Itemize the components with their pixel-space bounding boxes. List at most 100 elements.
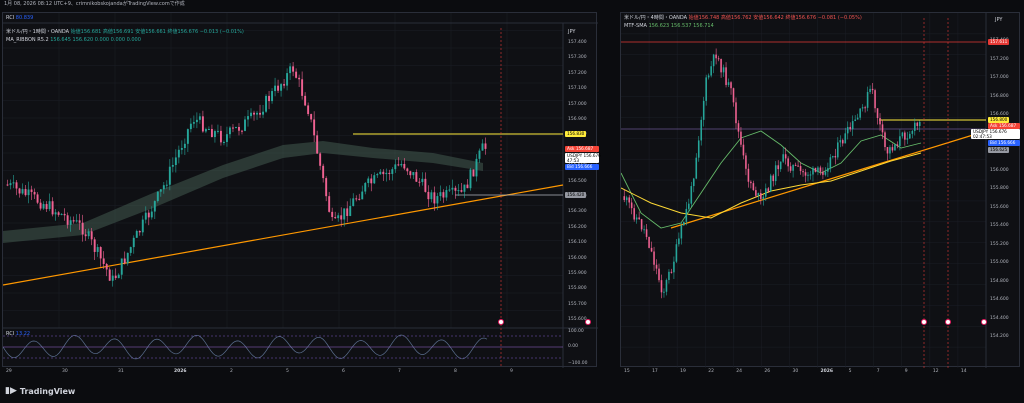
candle-body: [695, 157, 698, 179]
price-tick: 155.200: [990, 241, 1009, 247]
right-symbol: USDJPY: [973, 129, 989, 134]
candle-body: [911, 130, 914, 134]
right-chart-canvas[interactable]: [621, 13, 1021, 368]
price-tick: 157.400: [568, 40, 587, 45]
candle-body: [60, 213, 63, 215]
right-chart-title: 米ドル/円・4時間・OANDA: [624, 15, 688, 21]
candle-body: [379, 171, 382, 175]
right-event-icon-2[interactable]: [945, 319, 951, 325]
right-event-icon-3[interactable]: [981, 319, 987, 325]
candle-body: [660, 280, 663, 293]
candle-body: [337, 215, 340, 219]
left-ma-label[interactable]: MA_RIBBON R5.2: [6, 37, 49, 43]
candle-body: [772, 175, 775, 182]
candle-body: [899, 136, 901, 147]
candle-body: [690, 186, 693, 204]
time-tick: 22: [708, 369, 714, 374]
candle-body: [198, 116, 201, 120]
price-tick: 155.600: [990, 204, 1009, 210]
left-bid-value: 156.666: [575, 164, 593, 169]
right-price-tag: USDJPY 156.676 02:47:53: [971, 129, 1020, 139]
left-price-value: 156.676: [583, 153, 601, 158]
left-rci-tick-high: 100.00: [568, 329, 584, 334]
candle-body: [623, 196, 626, 200]
candle-body: [668, 271, 670, 280]
candle-body: [916, 122, 919, 126]
candle-body: [421, 178, 424, 183]
left-trendline: [3, 184, 564, 286]
candle-body: [764, 188, 767, 197]
candle-body: [782, 154, 784, 162]
candle-body: [906, 138, 909, 140]
candle-body: [54, 212, 57, 215]
candle-body: [727, 82, 730, 85]
left-rci-label[interactable]: RCI: [6, 331, 15, 337]
candle-body: [481, 143, 484, 151]
left-chart-title: 米ドル/円・1時間・OANDA: [6, 29, 70, 35]
candle-body: [777, 165, 780, 170]
candle-body: [165, 184, 168, 186]
candle-body: [707, 75, 710, 78]
candle-body: [670, 271, 673, 273]
candle-body: [827, 168, 829, 172]
candle-body: [747, 168, 750, 182]
candle-body: [15, 182, 18, 189]
candle-body: [675, 244, 678, 262]
candle-body: [298, 77, 301, 80]
candle-body: [430, 192, 433, 200]
candle-body: [645, 229, 648, 237]
candle-body: [849, 126, 852, 130]
candle-body: [235, 126, 237, 128]
left-chart-canvas[interactable]: [3, 13, 598, 368]
candle-body: [869, 88, 871, 93]
price-tick: 157.000: [568, 101, 587, 107]
candle-body: [27, 189, 30, 196]
candle-body: [822, 171, 824, 175]
candle-body: [829, 157, 832, 169]
candle-body: [51, 201, 54, 215]
time-tick: 2: [230, 369, 233, 374]
candle-body: [268, 95, 271, 102]
left-event-icon[interactable]: [498, 319, 504, 325]
candle-body: [36, 194, 39, 203]
candle-body: [84, 234, 87, 237]
candle-body: [454, 187, 457, 191]
tradingview-logo-icon: ▮▶: [5, 386, 17, 396]
candle-body: [286, 73, 289, 86]
candle-body: [102, 258, 105, 264]
candle-body: [784, 154, 787, 159]
candle-body: [742, 144, 745, 156]
price-tick: 156.500: [568, 178, 587, 184]
candle-body: [814, 167, 817, 172]
candle-body: [794, 164, 797, 166]
candle-body: [797, 165, 799, 167]
candle-body: [859, 108, 861, 118]
candle-body: [439, 192, 442, 197]
time-tick: 30: [62, 369, 68, 374]
price-tick: 156.300: [568, 209, 587, 215]
right-chart-panel[interactable]: 米ドル/円・4時間・OANDA 始値156.748 高値156.762 安値15…: [620, 12, 1021, 368]
right-ask-value: 156.687: [998, 123, 1017, 128]
candle-body: [232, 127, 234, 129]
candle-body: [688, 203, 690, 209]
candle-body: [630, 202, 633, 209]
candle-body: [87, 231, 90, 237]
right-ask-tag: Ask 156.687: [988, 123, 1020, 129]
right-event-icon-1[interactable]: [921, 319, 927, 325]
left-support-tag: 156.420: [565, 192, 587, 198]
candle-body: [475, 158, 478, 177]
left-price-tag: USDJPY 156.676 47:53: [565, 153, 601, 163]
left-rci-value: 13.22: [15, 331, 31, 337]
candle-body: [358, 198, 361, 200]
candle-body: [717, 58, 720, 60]
candle-body: [804, 172, 807, 176]
candle-body: [238, 126, 240, 131]
left-chart-panel[interactable]: RCI 80.839 米ドル/円・1時間・OANDA 始値156.681 高値1…: [2, 12, 601, 368]
time-tick: 8: [454, 369, 457, 374]
left-currency: JPY: [568, 29, 576, 35]
right-mtf-label[interactable]: MTF-SMA: [624, 23, 647, 29]
candle-body: [472, 169, 475, 177]
candle-body: [735, 102, 737, 124]
candle-body: [730, 82, 732, 89]
left-event-icon-2[interactable]: [585, 319, 591, 325]
